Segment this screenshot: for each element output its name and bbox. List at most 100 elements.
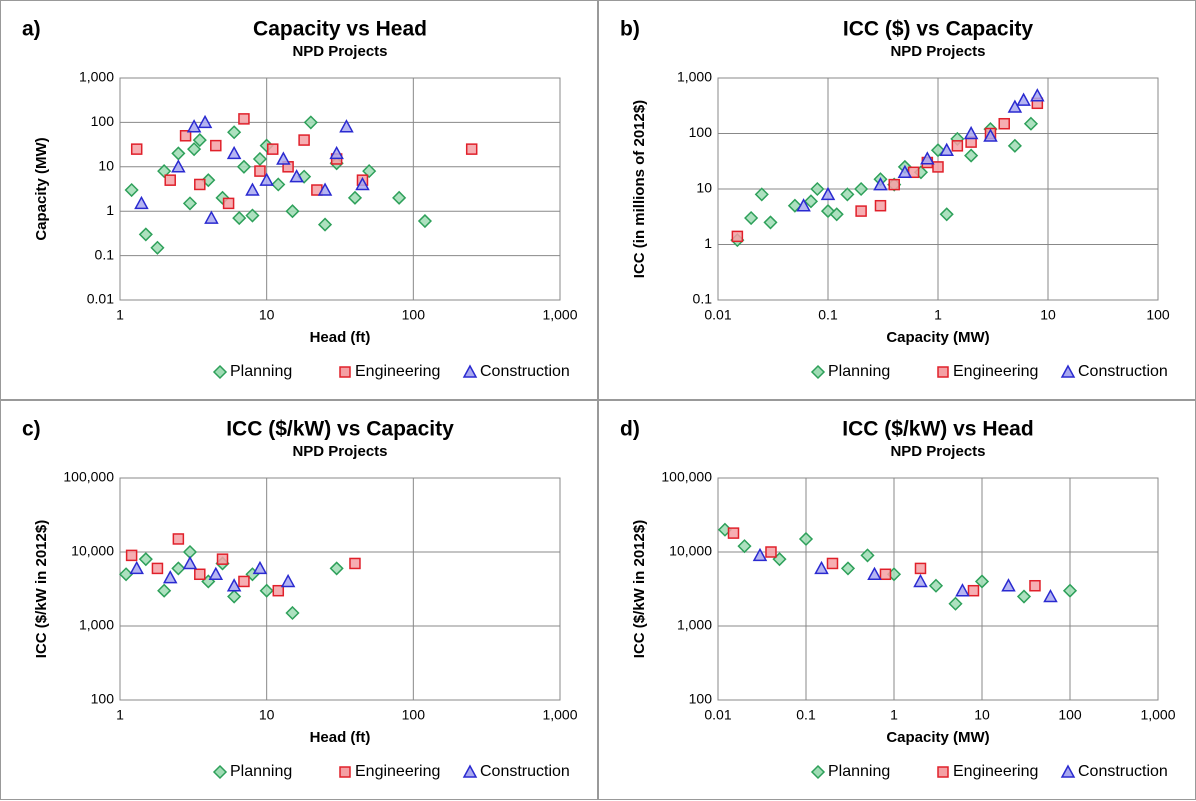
data-point — [151, 562, 164, 575]
y-tick-label: 100,000 — [661, 469, 712, 485]
data-point — [285, 204, 300, 219]
y-tick-label: 10 — [696, 180, 712, 196]
data-point — [276, 151, 291, 165]
data-point — [329, 145, 344, 160]
data-point — [210, 139, 222, 152]
data-point — [873, 177, 888, 191]
data-point — [983, 128, 998, 142]
legend-marker — [339, 366, 351, 378]
data-point — [840, 561, 856, 576]
data-point — [939, 142, 954, 156]
y-tick-label: 1 — [106, 202, 114, 218]
y-axis-title: ICC ($/kW in 2012$) — [631, 520, 648, 658]
data-point — [271, 177, 286, 192]
data-point — [172, 533, 185, 545]
data-point — [754, 187, 769, 202]
x-tick-label: 1 — [934, 307, 942, 323]
data-point — [798, 531, 814, 547]
x-tick-label: 1,000 — [542, 307, 577, 323]
x-tick-label: 0.1 — [818, 307, 838, 323]
data-point — [129, 560, 144, 575]
legend-label: Construction — [1078, 363, 1168, 380]
data-point — [796, 198, 811, 212]
data-point — [138, 552, 153, 567]
data-point — [252, 560, 268, 575]
data-point — [194, 178, 206, 191]
data-point — [963, 125, 979, 140]
data-point — [932, 161, 944, 173]
data-point — [130, 143, 143, 155]
x-tick-label: 100 — [1058, 707, 1082, 723]
data-point — [317, 217, 333, 232]
data-point — [920, 151, 935, 165]
legend-marker — [212, 764, 228, 780]
data-point — [820, 186, 836, 201]
chart-title: ICC ($/kW) vs Head — [842, 418, 1033, 441]
plot-area — [119, 477, 561, 701]
data-point — [840, 187, 855, 202]
x-tick-label: 0.01 — [704, 707, 731, 723]
chart-subtitle: NPD Projects — [890, 443, 985, 460]
data-point — [860, 548, 875, 563]
data-point — [913, 573, 928, 588]
y-axis-title: ICC ($/kW in 2012$) — [33, 520, 50, 658]
legend-label: Construction — [1078, 763, 1168, 780]
chart-subtitle: NPD Projects — [292, 443, 387, 460]
y-tick-label: 100 — [91, 113, 115, 129]
y-axis-title: Capacity (MW) — [33, 137, 50, 240]
data-point — [289, 169, 304, 183]
data-point — [182, 555, 198, 570]
y-tick-label: 10,000 — [669, 543, 712, 559]
x-tick-label: 1,000 — [1140, 707, 1175, 723]
data-point — [245, 182, 260, 196]
data-point — [204, 210, 219, 224]
data-point — [245, 208, 260, 223]
y-axis-title: ICC (in millions of 2012$) — [631, 100, 648, 278]
data-point — [254, 165, 266, 177]
chart-panel: c) ICC ($/kW) vs Capacity NPD Projects 100 1… — [0, 400, 598, 800]
data-point — [974, 574, 990, 589]
legend-marker — [339, 766, 351, 778]
data-point — [1007, 99, 1023, 113]
legend-label: Engineering — [953, 763, 1038, 780]
y-tick-label: 100 — [689, 124, 713, 140]
legend-label: Engineering — [355, 363, 440, 380]
legend-marker — [462, 764, 478, 778]
y-tick-label: 0.1 — [693, 291, 713, 307]
data-point — [124, 182, 139, 198]
data-point — [150, 240, 165, 255]
data-point — [252, 151, 268, 167]
data-point — [763, 215, 778, 230]
data-point — [186, 119, 202, 133]
data-point — [1007, 138, 1022, 153]
data-point — [179, 130, 192, 142]
data-point — [752, 547, 768, 562]
data-point — [914, 562, 927, 575]
legend-marker — [462, 364, 478, 378]
x-tick-label: 1 — [890, 707, 898, 723]
data-point — [349, 557, 361, 570]
data-point — [347, 190, 363, 205]
plot-area — [119, 77, 561, 301]
data-point — [731, 230, 744, 243]
data-point — [826, 557, 839, 570]
x-tick-label: 10 — [259, 707, 275, 723]
data-point — [867, 566, 882, 581]
panel-label: c) — [22, 418, 41, 441]
legend-label: Planning — [828, 363, 890, 380]
data-point — [164, 174, 176, 186]
data-point — [1062, 583, 1078, 598]
data-point — [227, 125, 242, 140]
x-axis-title: Head (ft) — [310, 729, 371, 746]
data-point — [259, 172, 274, 186]
x-tick-label: 10 — [974, 707, 990, 723]
data-point — [192, 133, 207, 148]
data-point — [948, 596, 963, 611]
chart-title: ICC ($/kW) vs Capacity — [226, 418, 454, 441]
data-point — [238, 575, 250, 588]
x-axis-title: Head (ft) — [310, 329, 371, 346]
y-tick-label: 100 — [91, 691, 115, 707]
y-tick-label: 1 — [704, 235, 712, 251]
data-point — [1023, 116, 1039, 131]
legend-label: Engineering — [355, 763, 440, 780]
